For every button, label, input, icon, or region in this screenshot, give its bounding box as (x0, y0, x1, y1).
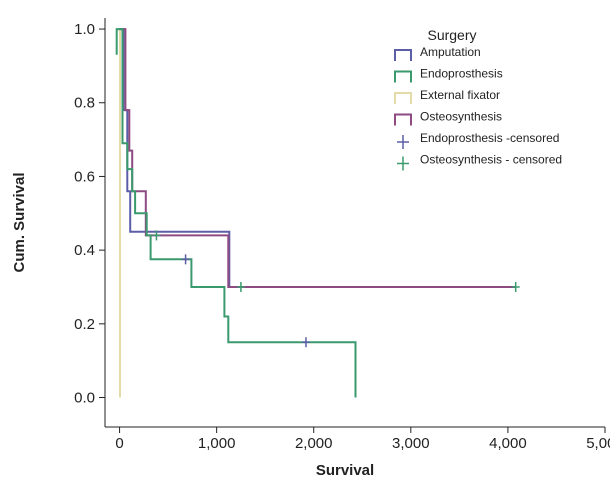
censor-marker-osteosynthesis-censored (152, 230, 161, 241)
y-tick-label: 0.8 (74, 95, 95, 112)
x-axis-label: Survival (316, 462, 374, 477)
censor-marker-endoprosthesis-censored (301, 337, 310, 348)
x-tick-label: 1,000 (198, 435, 236, 452)
x-tick-label: 0 (115, 435, 123, 452)
y-tick-label: 1.0 (74, 21, 95, 38)
legend-entry-external-fixator: External fixator (394, 88, 500, 104)
y-tick-label: 0.0 (74, 390, 95, 407)
series-line-endoprosthesis (115, 28, 357, 398)
x-tick-label: 2,000 (295, 435, 333, 452)
y-axis-ticks: 0.0 0.2 0.4 0.6 0.8 1.0 (74, 21, 105, 407)
censor-marker-endoprosthesis-censored (181, 254, 190, 265)
legend-entry-osteosynthesis-censored: Osteosynthesis - censored (397, 153, 562, 171)
x-tick-label: 5,000 (586, 435, 610, 452)
legend-label: External fixator (420, 88, 500, 102)
legend: Surgery Amputation Endoprosthesis External… (394, 27, 562, 171)
y-tick-label: 0.2 (74, 316, 95, 333)
y-axis-label: Cum. Survival (11, 172, 28, 272)
legend-swatch (394, 70, 412, 83)
legend-swatch (394, 92, 412, 104)
plot-frame (104, 18, 605, 428)
legend-entry-endoprosthesis-censored: Endoprosthesis -censored (397, 131, 559, 149)
y-tick-label: 0.6 (74, 168, 95, 185)
censor-marker-osteosynthesis-censored (511, 281, 520, 292)
legend-entry-amputation: Amputation (394, 45, 481, 61)
y-tick-label: 0.4 (74, 242, 95, 259)
legend-label: Endoprosthesis (420, 67, 503, 81)
x-tick-label: 4,000 (489, 435, 527, 452)
censor-markers (152, 230, 520, 348)
legend-swatch (394, 113, 412, 126)
legend-label: Endoprosthesis -censored (420, 131, 559, 145)
legend-entries: Amputation Endoprosthesis External fixator… (394, 45, 562, 171)
x-axis-ticks: 0 1,000 2,000 3,000 4,000 5,000 (115, 427, 610, 452)
legend-label: Osteosynthesis - censored (420, 153, 562, 167)
legend-title: Surgery (427, 27, 476, 43)
legend-swatch (394, 49, 412, 61)
legend-entry-endoprosthesis: Endoprosthesis (394, 67, 503, 83)
censor-marker-osteosynthesis-censored (236, 281, 245, 292)
legend-entry-osteosynthesis: Osteosynthesis (394, 110, 502, 126)
legend-label: Osteosynthesis (420, 110, 502, 124)
legend-label: Amputation (420, 45, 481, 59)
series-group (115, 28, 516, 398)
x-tick-label: 3,000 (392, 435, 430, 452)
